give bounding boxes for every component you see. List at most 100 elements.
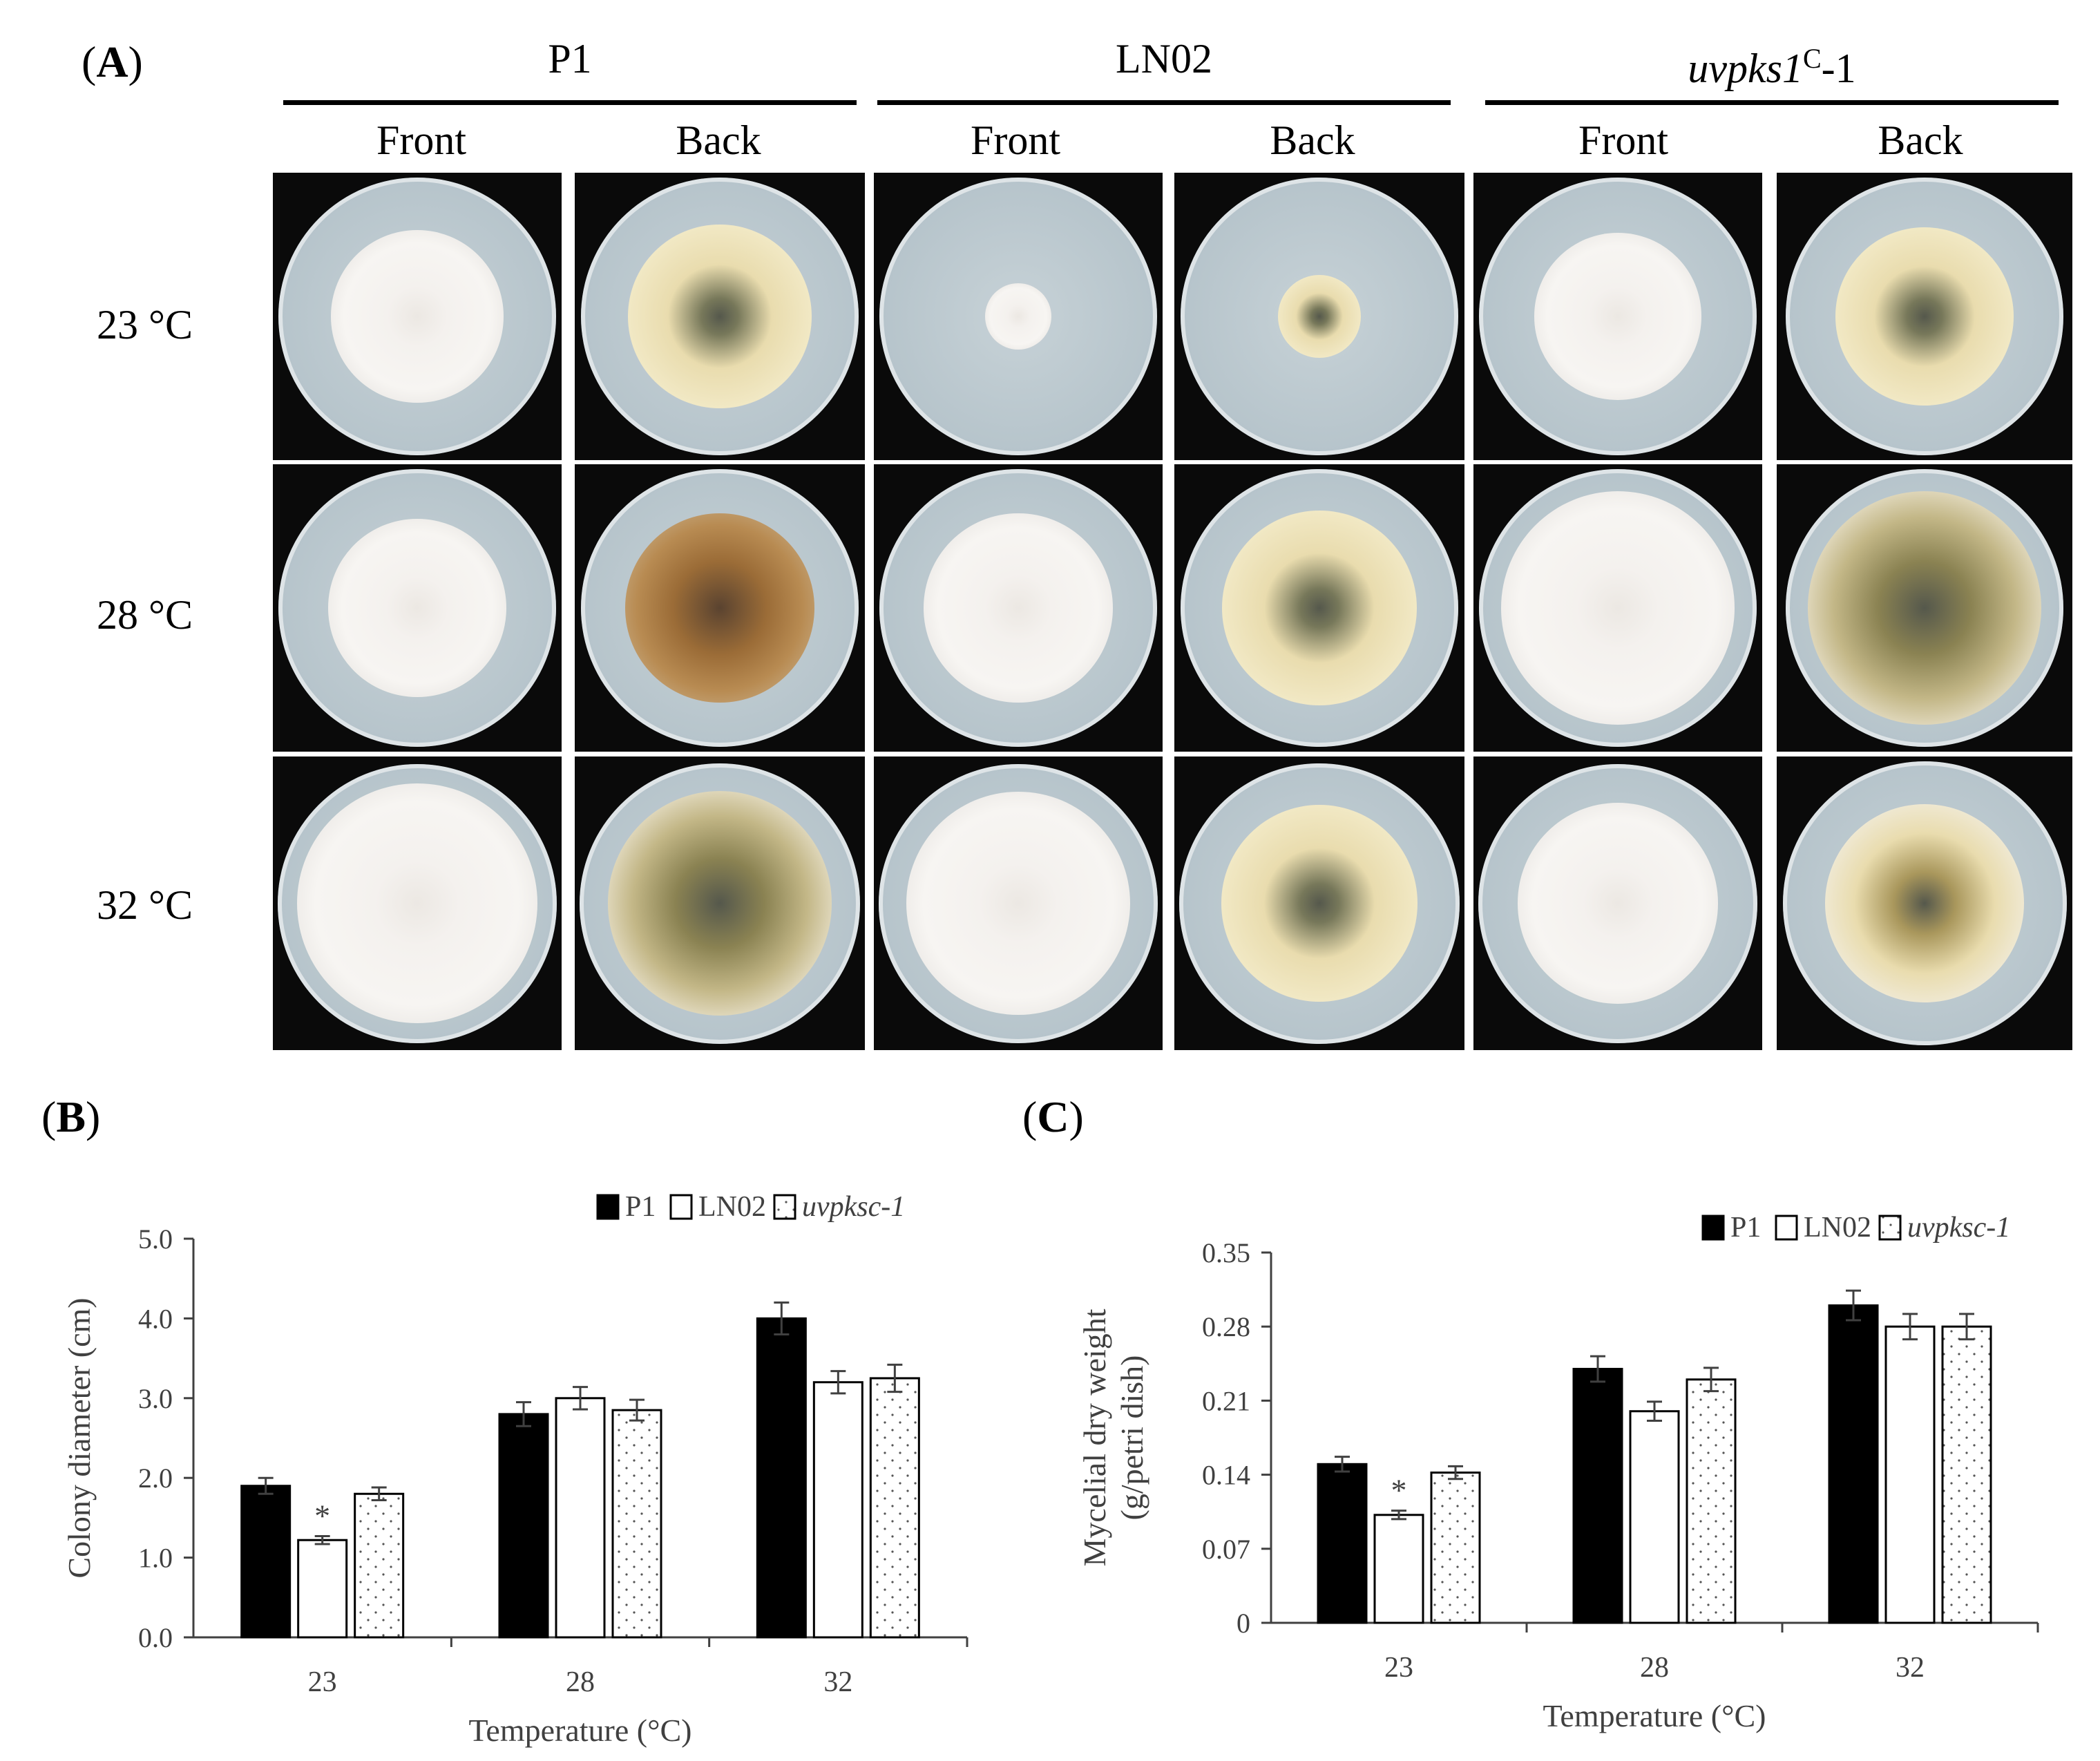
bar-ln02-23 — [297, 1539, 348, 1639]
bar-ln02-32 — [812, 1381, 863, 1639]
petri-dish-rim — [879, 178, 1157, 455]
significance-asterisk: * — [314, 1498, 330, 1533]
petri-dish-tile-r3-c5 — [1473, 756, 1762, 1050]
petri-dish-tile-r1-c6 — [1777, 173, 2072, 460]
petri-dish-tile-r2-c3 — [874, 464, 1163, 752]
petri-dish-tile-r2-c1 — [273, 464, 562, 752]
temp-label-32: 32 °C — [97, 882, 193, 928]
petri-dish-rim — [1786, 469, 2063, 747]
y-tick-label: 0.21 — [1202, 1385, 1250, 1416]
petri-dish-rim — [1479, 178, 1757, 455]
view-label-p1-back: Back — [676, 117, 761, 163]
legend-label: uvpksc-1 — [1907, 1212, 2010, 1244]
strain-title-uvpks1c: uvpks1C-1 — [1688, 43, 1856, 91]
bar-p1-32 — [1828, 1304, 1879, 1624]
y-tick-label: 0 — [1237, 1608, 1250, 1639]
legend-label: LN02 — [1804, 1212, 1871, 1244]
view-label-ln02-back: Back — [1270, 117, 1355, 163]
petri-dish-rim — [879, 763, 1158, 1043]
petri-dish-rim — [278, 469, 556, 747]
petri-dish-tile-r1-c4 — [1174, 173, 1464, 460]
strain-rule-ln02 — [877, 100, 1451, 105]
x-tick-label: 23 — [1384, 1652, 1413, 1684]
x-axis-label: Temperature (°C) — [1543, 1698, 1766, 1733]
x-tick-label: 28 — [1640, 1652, 1669, 1684]
petri-dish-tile-r2-c6 — [1777, 464, 2072, 752]
x-axis-label: Temperature (°C) — [469, 1713, 692, 1748]
temp-label-23: 23 °C — [97, 302, 193, 348]
petri-dish-rim — [1478, 763, 1757, 1043]
y-tick-label: 3.0 — [138, 1383, 173, 1414]
y-tick-label: 0.35 — [1202, 1237, 1250, 1268]
legend-label: uvpksc-1 — [802, 1191, 905, 1223]
legend-swatch — [1775, 1215, 1798, 1241]
y-tick-label: 5.0 — [138, 1224, 173, 1255]
significance-asterisk: * — [1391, 1473, 1407, 1508]
bar-uvpksc-1-32 — [869, 1377, 920, 1639]
panel-a-photo-grid: (A) P1 LN02 uvpks1C-1 Front Back Front B… — [82, 36, 2072, 1050]
petri-dish-tile-r3-c6 — [1777, 756, 2072, 1050]
y-tick-label: 4.0 — [138, 1303, 173, 1334]
view-label-ln02-front: Front — [970, 117, 1061, 163]
strain-rule-p1 — [283, 100, 857, 105]
petri-dish-tile-r1-c5 — [1473, 173, 1762, 460]
petri-dish-rim — [1786, 178, 2063, 455]
petri-dish-rim — [278, 763, 557, 1043]
bar-ln02-28 — [1629, 1410, 1680, 1624]
y-tick-label: 0.14 — [1202, 1460, 1250, 1491]
x-tick-label: 23 — [308, 1666, 337, 1698]
bar-uvpksc-1-23 — [354, 1492, 405, 1639]
y-axis-label: Mycelial dry weight — [1077, 1308, 1112, 1566]
strain-title-ln02: LN02 — [1116, 36, 1212, 82]
petri-dish-rim — [581, 178, 859, 455]
bar-p1-32 — [756, 1317, 807, 1639]
y-tick-label: 0.0 — [138, 1622, 173, 1653]
y-tick-label: 0.28 — [1202, 1311, 1250, 1342]
y-axis-label: Colony diameter (cm) — [61, 1297, 97, 1578]
petri-dish-tile-r3-c1 — [273, 756, 562, 1050]
petri-dish-tile-r1-c2 — [575, 173, 865, 460]
strain-title-p1: P1 — [548, 36, 592, 82]
panel-c-letter: (C) — [1022, 1092, 1084, 1141]
panel-b-letter: (B) — [41, 1092, 101, 1141]
bar-uvpksc-1-23 — [1430, 1472, 1481, 1624]
bar-p1-28 — [498, 1413, 549, 1639]
x-tick-label: 32 — [1896, 1652, 1925, 1684]
petri-dish-rim — [1179, 763, 1460, 1044]
petri-dish-tile-r3-c2 — [575, 756, 865, 1050]
petri-dish-rim — [1479, 469, 1757, 747]
view-label-uvpks1c-front: Front — [1578, 117, 1669, 163]
petri-dish-tile-r2-c2 — [575, 464, 865, 752]
view-label-uvpks1c-back: Back — [1878, 117, 1963, 163]
legend-swatch — [773, 1194, 796, 1220]
petri-dish-rim — [879, 469, 1157, 747]
petri-dish-tile-r3-c4 — [1174, 756, 1464, 1050]
legend-label: LN02 — [698, 1191, 766, 1223]
bar-ln02-23 — [1373, 1514, 1424, 1624]
x-tick-label: 32 — [823, 1666, 852, 1698]
bar-p1-28 — [1572, 1367, 1623, 1624]
petri-dish-tile-r3-c3 — [874, 756, 1163, 1050]
petri-dish-rim — [278, 178, 556, 455]
petri-dish-rim — [1782, 761, 2067, 1045]
petri-dish-rim — [1181, 469, 1458, 747]
view-label-p1-front: Front — [376, 117, 467, 163]
petri-dish-tile-r2-c5 — [1473, 464, 1762, 752]
petri-dish-tile-r1-c1 — [273, 173, 562, 460]
x-tick-label: 28 — [566, 1666, 595, 1698]
panel-a-letter-text: A — [96, 37, 128, 86]
petri-dish-rim — [581, 469, 859, 747]
legend-label: P1 — [625, 1191, 656, 1223]
y-axis-label: (g/petri dish) — [1114, 1355, 1149, 1521]
petri-dish-tile-r1-c3 — [874, 173, 1163, 460]
bar-uvpksc-1-28 — [1686, 1378, 1737, 1624]
petri-dish-rim — [1181, 178, 1458, 455]
legend-label: P1 — [1730, 1212, 1761, 1244]
petri-dish-tile-r2-c4 — [1174, 464, 1464, 752]
petri-dish-rim — [580, 763, 860, 1044]
bar-ln02-32 — [1884, 1325, 1936, 1624]
legend-swatch — [1701, 1215, 1725, 1241]
bar-ln02-28 — [555, 1397, 606, 1639]
bar-p1-23 — [1317, 1463, 1368, 1624]
legend-swatch — [669, 1194, 693, 1220]
